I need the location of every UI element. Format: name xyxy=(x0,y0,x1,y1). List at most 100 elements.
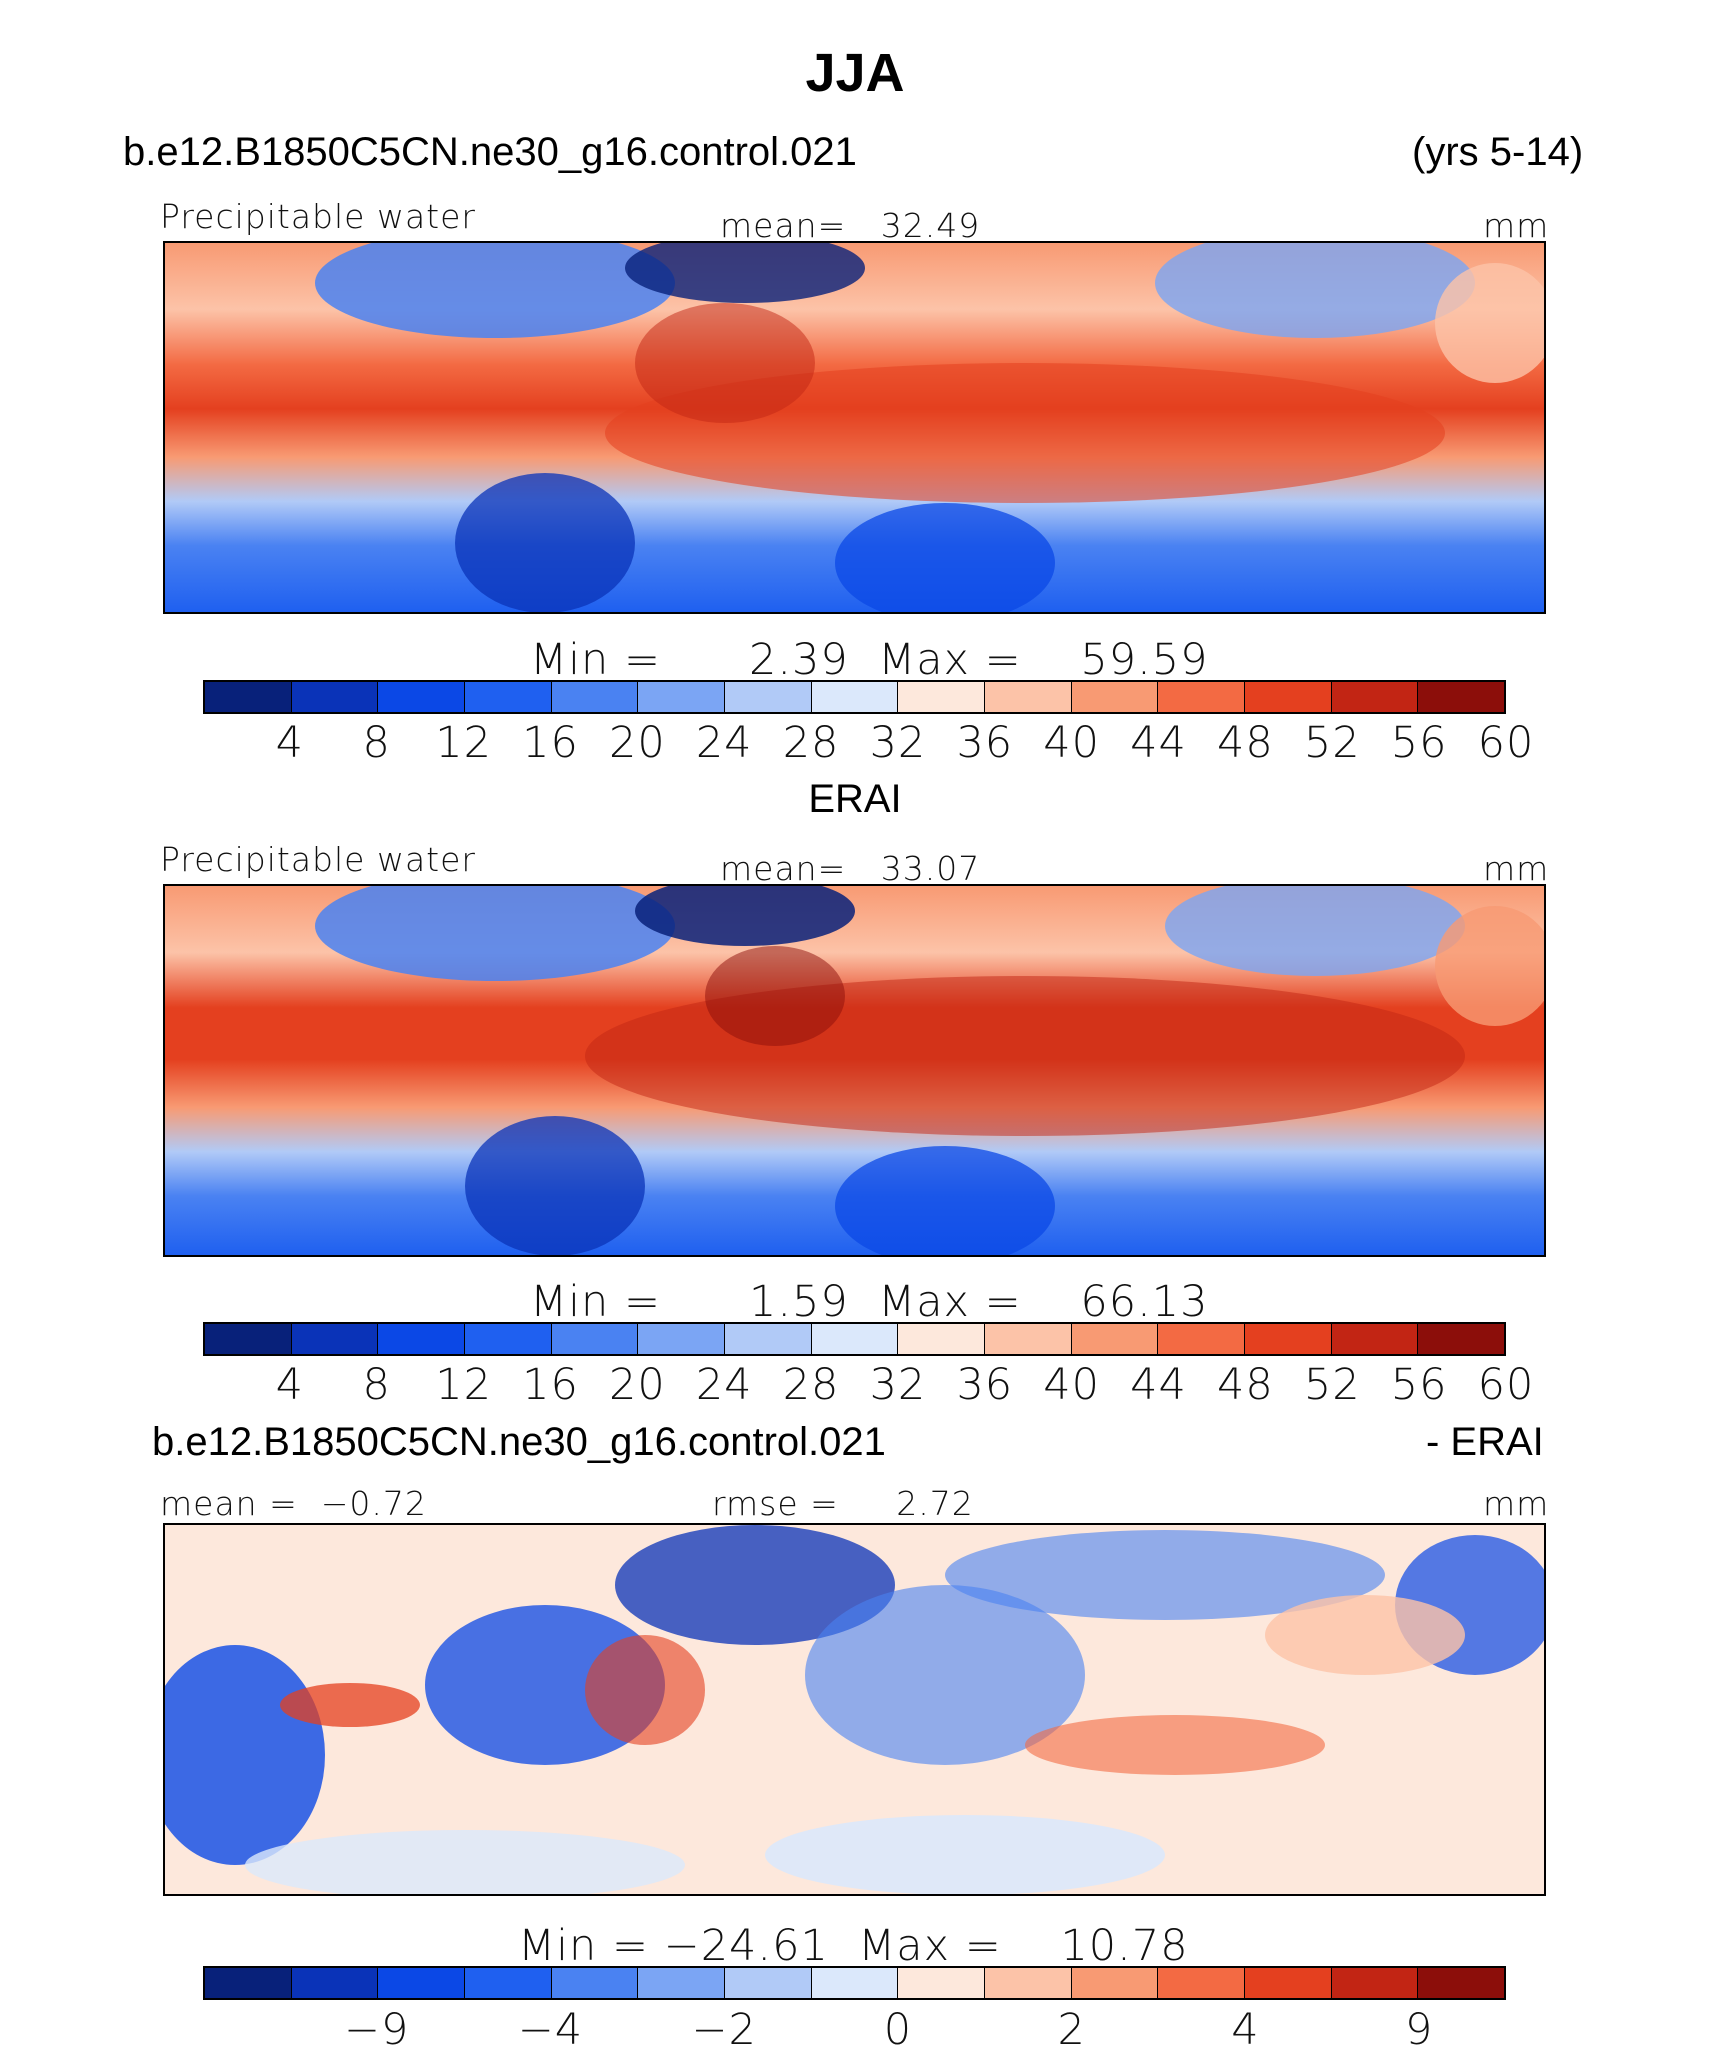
colorbar-swatch xyxy=(811,1968,899,1998)
panel1-mean-label: mean= 32.49 xyxy=(720,206,981,245)
colorbar-swatch xyxy=(291,682,379,712)
panel1-units: mm xyxy=(1483,206,1550,245)
colorbar-tick-label: 48 xyxy=(1217,718,1274,768)
colorbar-tick-label: −4 xyxy=(517,2005,584,2055)
panel1-field xyxy=(165,243,1544,612)
colorbar-swatch xyxy=(465,1968,552,1998)
colorbar-tick-label: 0 xyxy=(883,2005,913,2055)
colorbar-tick-label: 8 xyxy=(362,1360,391,1410)
colorbar-swatch xyxy=(638,682,726,712)
colorbar-swatch xyxy=(1331,1324,1419,1354)
colorbar-swatch xyxy=(551,682,639,712)
panel3-field xyxy=(165,1525,1544,1894)
colorbar-swatch xyxy=(1245,1324,1332,1354)
panel2-mean-label: mean= 33.07 xyxy=(720,849,981,888)
colorbar-tick-label: 24 xyxy=(695,718,753,768)
colorbar-tick-label: 12 xyxy=(435,1360,492,1410)
colorbar-tick-label: 2 xyxy=(1057,2005,1086,2055)
colorbar-swatch xyxy=(1245,682,1332,712)
colorbar-tick-label: 36 xyxy=(956,1360,1014,1410)
panel3-units: mm xyxy=(1483,1484,1550,1523)
panel3-mean-label: mean = −0.72 xyxy=(160,1484,427,1523)
colorbar-tick-label: 9 xyxy=(1404,2005,1434,2055)
colorbar-swatch xyxy=(465,1324,552,1354)
panel3-map xyxy=(163,1523,1546,1896)
panel3-minmax: Min = −24.61 Max = 10.78 xyxy=(518,1921,1189,1971)
panel1-variable-label: Precipitable water xyxy=(160,197,476,236)
colorbar-swatch xyxy=(1071,682,1159,712)
figure-title: JJA xyxy=(805,43,905,103)
panel1-colorbar xyxy=(203,680,1506,714)
panel2-units: mm xyxy=(1483,849,1550,888)
colorbar-swatch xyxy=(985,1324,1072,1354)
colorbar-tick-label: 56 xyxy=(1390,1360,1448,1410)
colorbar-swatch xyxy=(1245,1968,1332,1998)
colorbar-tick-label: 52 xyxy=(1303,718,1361,768)
colorbar-tick-label: −2 xyxy=(691,2005,757,2055)
panel1-map xyxy=(163,241,1546,614)
colorbar-tick-label: 60 xyxy=(1477,1360,1535,1410)
colorbar-tick-label: 4 xyxy=(275,718,305,768)
colorbar-swatch xyxy=(205,1324,292,1354)
colorbar-swatch xyxy=(551,1324,639,1354)
colorbar-swatch xyxy=(1331,1968,1419,1998)
colorbar-swatch xyxy=(898,1324,986,1354)
colorbar-swatch xyxy=(291,1324,379,1354)
colorbar-swatch xyxy=(638,1324,726,1354)
colorbar-swatch xyxy=(291,1968,379,1998)
panel2-variable-label: Precipitable water xyxy=(160,840,476,879)
colorbar-tick-label: 36 xyxy=(956,718,1014,768)
colorbar-swatch xyxy=(205,1968,292,1998)
colorbar-swatch xyxy=(811,682,899,712)
colorbar-tick-label: 20 xyxy=(608,718,666,768)
colorbar-swatch xyxy=(378,1324,466,1354)
colorbar-swatch xyxy=(1418,1324,1505,1354)
colorbar-swatch xyxy=(1418,682,1505,712)
panel2-colorbar xyxy=(203,1322,1506,1356)
panel3-rmse-label: rmse = 2.72 xyxy=(712,1484,974,1523)
colorbar-tick-label: 48 xyxy=(1217,1360,1274,1410)
colorbar-tick-label: 20 xyxy=(608,1360,666,1410)
colorbar-tick-label: 40 xyxy=(1043,1360,1101,1410)
colorbar-swatch xyxy=(1158,1324,1246,1354)
colorbar-swatch xyxy=(551,1968,639,1998)
colorbar-tick-label: −9 xyxy=(344,2005,410,2055)
colorbar-swatch xyxy=(1331,682,1419,712)
colorbar-tick-label: 44 xyxy=(1130,718,1187,768)
colorbar-tick-label: 16 xyxy=(522,718,579,768)
panel1-minmax: Min = 2.39 Max = 59.59 xyxy=(530,635,1209,685)
colorbar-swatch xyxy=(465,682,552,712)
panel2-field xyxy=(165,886,1544,1255)
colorbar-swatch xyxy=(638,1968,726,1998)
colorbar-swatch xyxy=(1158,682,1246,712)
colorbar-swatch xyxy=(898,1968,986,1998)
colorbar-swatch xyxy=(898,682,986,712)
panel2-minmax: Min = 1.59 Max = 66.13 xyxy=(530,1277,1209,1327)
colorbar-tick-label: 32 xyxy=(869,1360,927,1410)
panel2-map xyxy=(163,884,1546,1257)
colorbar-swatch xyxy=(725,1324,812,1354)
colorbar-tick-label: 8 xyxy=(362,718,391,768)
colorbar-tick-label: 24 xyxy=(695,1360,753,1410)
colorbar-swatch xyxy=(1418,1968,1505,1998)
colorbar-swatch xyxy=(811,1324,899,1354)
colorbar-swatch xyxy=(985,682,1072,712)
panel2-title: ERAI xyxy=(808,777,902,821)
colorbar-swatch xyxy=(725,1968,812,1998)
colorbar-tick-label: 4 xyxy=(275,1360,305,1410)
colorbar-swatch xyxy=(205,682,292,712)
colorbar-swatch xyxy=(378,1968,466,1998)
colorbar-tick-label: 60 xyxy=(1477,718,1535,768)
colorbar-tick-label: 4 xyxy=(1231,2005,1260,2055)
colorbar-tick-label: 12 xyxy=(435,718,492,768)
colorbar-swatch xyxy=(1071,1968,1159,1998)
colorbar-tick-label: 56 xyxy=(1390,718,1448,768)
panel3-title-left: b.e12.B1850C5CN.ne30_g16.control.021 xyxy=(152,1420,886,1464)
colorbar-swatch xyxy=(1158,1968,1246,1998)
years-label: (yrs 5-14) xyxy=(1412,130,1584,174)
colorbar-swatch xyxy=(725,682,812,712)
colorbar-tick-label: 44 xyxy=(1130,1360,1187,1410)
colorbar-swatch xyxy=(1071,1324,1159,1354)
colorbar-tick-label: 40 xyxy=(1043,718,1101,768)
panel3-title-right: - ERAI xyxy=(1426,1420,1544,1464)
